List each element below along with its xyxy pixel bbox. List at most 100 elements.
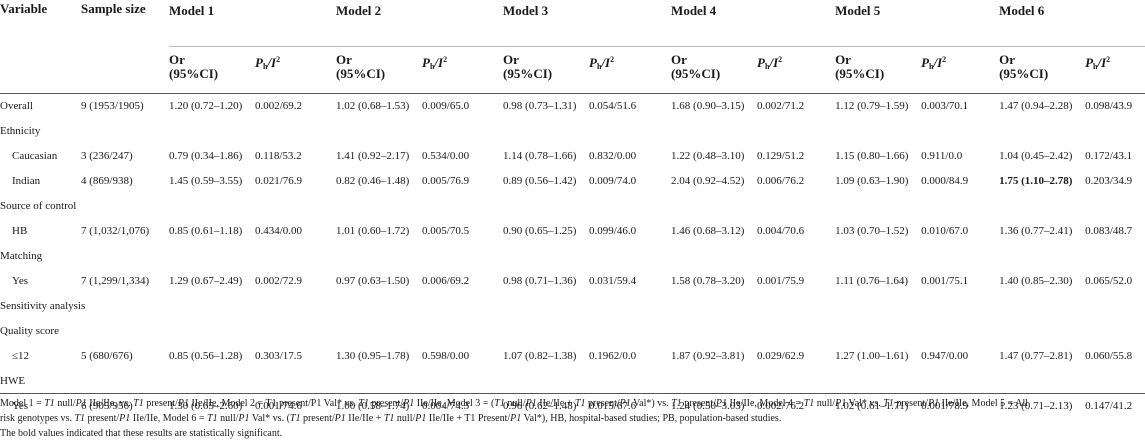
table-footnote: Model 1 = T1 null/P1 IIe/IIe, vs. T1 pre…: [0, 393, 1145, 441]
table-row: Overall 9 (1953/1905) 1.20 (0.72–1.20) 0.00…: [0, 94, 1145, 119]
table-group-row: Quality score: [0, 319, 1145, 344]
table-row: HB 7 (1,032/1,076) 0.85 (0.61–1.18) 0.434/0…: [0, 219, 1145, 244]
ph-i2-cell: 0.021/76.9: [255, 175, 303, 187]
or-ci-cell: 1.15 (0.80–1.66): [835, 150, 909, 162]
ph-i2-cell: 0.006/69.2: [422, 275, 470, 287]
or-ci-cell: 1.27 (1.00–1.61): [835, 350, 909, 362]
row-label: Yes: [12, 275, 29, 287]
group-label: Sensitivity analysis: [0, 300, 86, 312]
table-row: Yes 6 (905/956) 1.30 (0.65–2.60) 0.001/74.6…: [0, 394, 1145, 419]
or-ci-cell: 1.30 (0.95–1.78): [336, 350, 410, 362]
header-or-ci: Or (95%CI): [169, 52, 219, 81]
header-or-ci: Or (95%CI): [336, 52, 386, 81]
or-ci-cell: 0.90 (0.65–1.25): [503, 225, 577, 237]
or-ci-cell: 1.36 (0.77–2.41): [999, 225, 1073, 237]
ph-i2-cell: 0.099/46.0: [589, 225, 637, 237]
row-label: Yes: [12, 400, 29, 412]
sample-size-cell: 3 (236/247): [81, 150, 133, 162]
group-label: Matching: [0, 250, 43, 262]
footnote-line-3: The bold values indicated that these res…: [0, 428, 283, 439]
header-variable: Variable: [0, 1, 48, 16]
table-row: Yes 7 (1,299/1,334) 1.29 (0.67–2.49) 0.002/…: [0, 269, 1145, 294]
or-ci-cell: 0.98 (0.73–1.31): [503, 100, 577, 112]
sample-size-cell: 9 (1953/1905): [81, 100, 144, 112]
ph-i2-cell: 0.002/76.2: [757, 400, 805, 412]
ph-i2-cell: 0.1962/0.0: [589, 350, 637, 362]
or-ci-cell: 1.00 (0.58–1.74): [336, 400, 410, 412]
or-ci-cell: 0.98 (0.71–1.36): [503, 275, 577, 287]
or-ci-cell: 1.45 (0.59–3.55): [169, 175, 243, 187]
group-label: Quality score: [0, 325, 59, 337]
header-ph-i2: Ph/I2: [757, 55, 783, 71]
header-ph-i2: Ph/I2: [422, 55, 448, 71]
ph-i2-cell: 0.002/72.9: [255, 275, 303, 287]
ph-i2-cell: 0.054/51.6: [589, 100, 637, 112]
header-model-2: Model 2: [336, 3, 382, 18]
header-ph-i2: Ph/I2: [1085, 55, 1111, 71]
ph-i2-cell: 0.003/70.1: [921, 100, 969, 112]
ph-i2-cell: 0.947/0.00: [921, 350, 969, 362]
ph-i2-cell: 0.832/0.00: [589, 150, 637, 162]
ph-i2-cell: 0.598/0.00: [422, 350, 470, 362]
sample-size-cell: 5 (680/676): [81, 350, 133, 362]
sample-size-cell: 6 (905/956): [81, 400, 133, 412]
or-ci-cell: 0.89 (0.56–1.42): [503, 175, 577, 187]
or-ci-cell: 1.14 (0.78–1.66): [503, 150, 577, 162]
or-ci-cell: 1.87 (0.92–3.81): [671, 350, 745, 362]
ph-i2-cell: 0.060/55.8: [1085, 350, 1133, 362]
sample-size-cell: 4 (869/938): [81, 175, 133, 187]
ph-i2-cell: 0.001/78.9: [921, 400, 969, 412]
ph-i2-cell: 0.203/34.9: [1085, 175, 1133, 187]
ph-i2-cell: 0.098/43.9: [1085, 100, 1133, 112]
ph-i2-cell: 0.434/0.00: [255, 225, 303, 237]
header-row-stats: Or (95%CI) Ph/I2 Or (95%CI) Ph/I2 Or (95%CI) Ph/…: [0, 47, 1145, 94]
results-table: Variable Sample size Model 1 Model 2 Mod…: [0, 0, 1145, 419]
ph-i2-cell: 0.129/51.2: [757, 150, 805, 162]
ph-i2-cell: 0.005/70.5: [422, 225, 470, 237]
ph-i2-cell: 0.004/70.6: [757, 225, 805, 237]
table-row: Caucasian 3 (236/247) 0.79 (0.34–1.86) 0.11…: [0, 144, 1145, 169]
ph-i2-cell: 0.002/69.2: [255, 100, 303, 112]
row-label: Indian: [12, 175, 41, 187]
or-ci-cell: 0.96 (0.62–1.48): [503, 400, 577, 412]
ph-i2-cell: 0.065/52.0: [1085, 275, 1133, 287]
group-label: HWE: [0, 375, 26, 387]
or-ci-cell: 1.23 (0.71–2.13): [999, 400, 1073, 412]
row-label: ≤12: [12, 350, 30, 362]
ph-i2-cell: 0.001/74.6: [255, 400, 303, 412]
group-label: Ethnicity: [0, 125, 41, 137]
header-model-3: Model 3: [503, 3, 549, 18]
or-ci-cell: 2.04 (0.92–4.52): [671, 175, 745, 187]
or-ci-cell: 1.02 (0.61–1.71): [835, 400, 909, 412]
or-ci-cell: 1.68 (0.90–3.15): [671, 100, 745, 112]
row-label: Overall: [0, 100, 33, 112]
table-group-row: Matching: [0, 244, 1145, 269]
or-ci-cell: 1.46 (0.68–3.12): [671, 225, 745, 237]
or-ci-cell: 0.85 (0.56–1.28): [169, 350, 243, 362]
header-model-1: Model 1: [169, 3, 215, 18]
header-ph-i2: Ph/I2: [589, 55, 615, 71]
ph-i2-cell: 0.118/53.2: [255, 150, 302, 162]
ph-i2-cell: 0.004/74.3: [422, 400, 470, 412]
or-ci-cell: 1.04 (0.45–2.42): [999, 150, 1073, 162]
table-group-row: Sensitivity analysis: [0, 294, 1145, 319]
or-ci-cell: 1.29 (0.67–2.49): [169, 275, 243, 287]
sample-size-cell: 7 (1,032/1,076): [81, 225, 150, 237]
ph-i2-cell: 0.029/62.9: [757, 350, 805, 362]
ph-i2-cell: 0.031/59.4: [589, 275, 637, 287]
or-ci-cell: 0.85 (0.61–1.18): [169, 225, 243, 237]
sample-size-cell: 7 (1,299/1,334): [81, 275, 150, 287]
group-label: Source of control: [0, 200, 77, 212]
or-ci-cell: 1.47 (0.94–2.28): [999, 100, 1073, 112]
ph-i2-cell: 0.534/0.00: [422, 150, 470, 162]
or-ci-cell: 0.82 (0.46–1.48): [336, 175, 410, 187]
table-body: Overall 9 (1953/1905) 1.20 (0.72–1.20) 0.00…: [0, 94, 1145, 419]
table-group-row: Source of control: [0, 194, 1145, 219]
header-ph-i2: Ph/I2: [255, 55, 281, 71]
header-ph-i2: Ph/I2: [921, 55, 947, 71]
ph-i2-cell: 0.911/0.0: [921, 150, 963, 162]
or-ci-cell: 1.75 (1.10–2.78): [999, 175, 1073, 187]
header-model-5: Model 5: [835, 3, 881, 18]
header-or-ci: Or (95%CI): [503, 52, 553, 81]
or-ci-cell: 1.03 (0.70–1.52): [835, 225, 909, 237]
